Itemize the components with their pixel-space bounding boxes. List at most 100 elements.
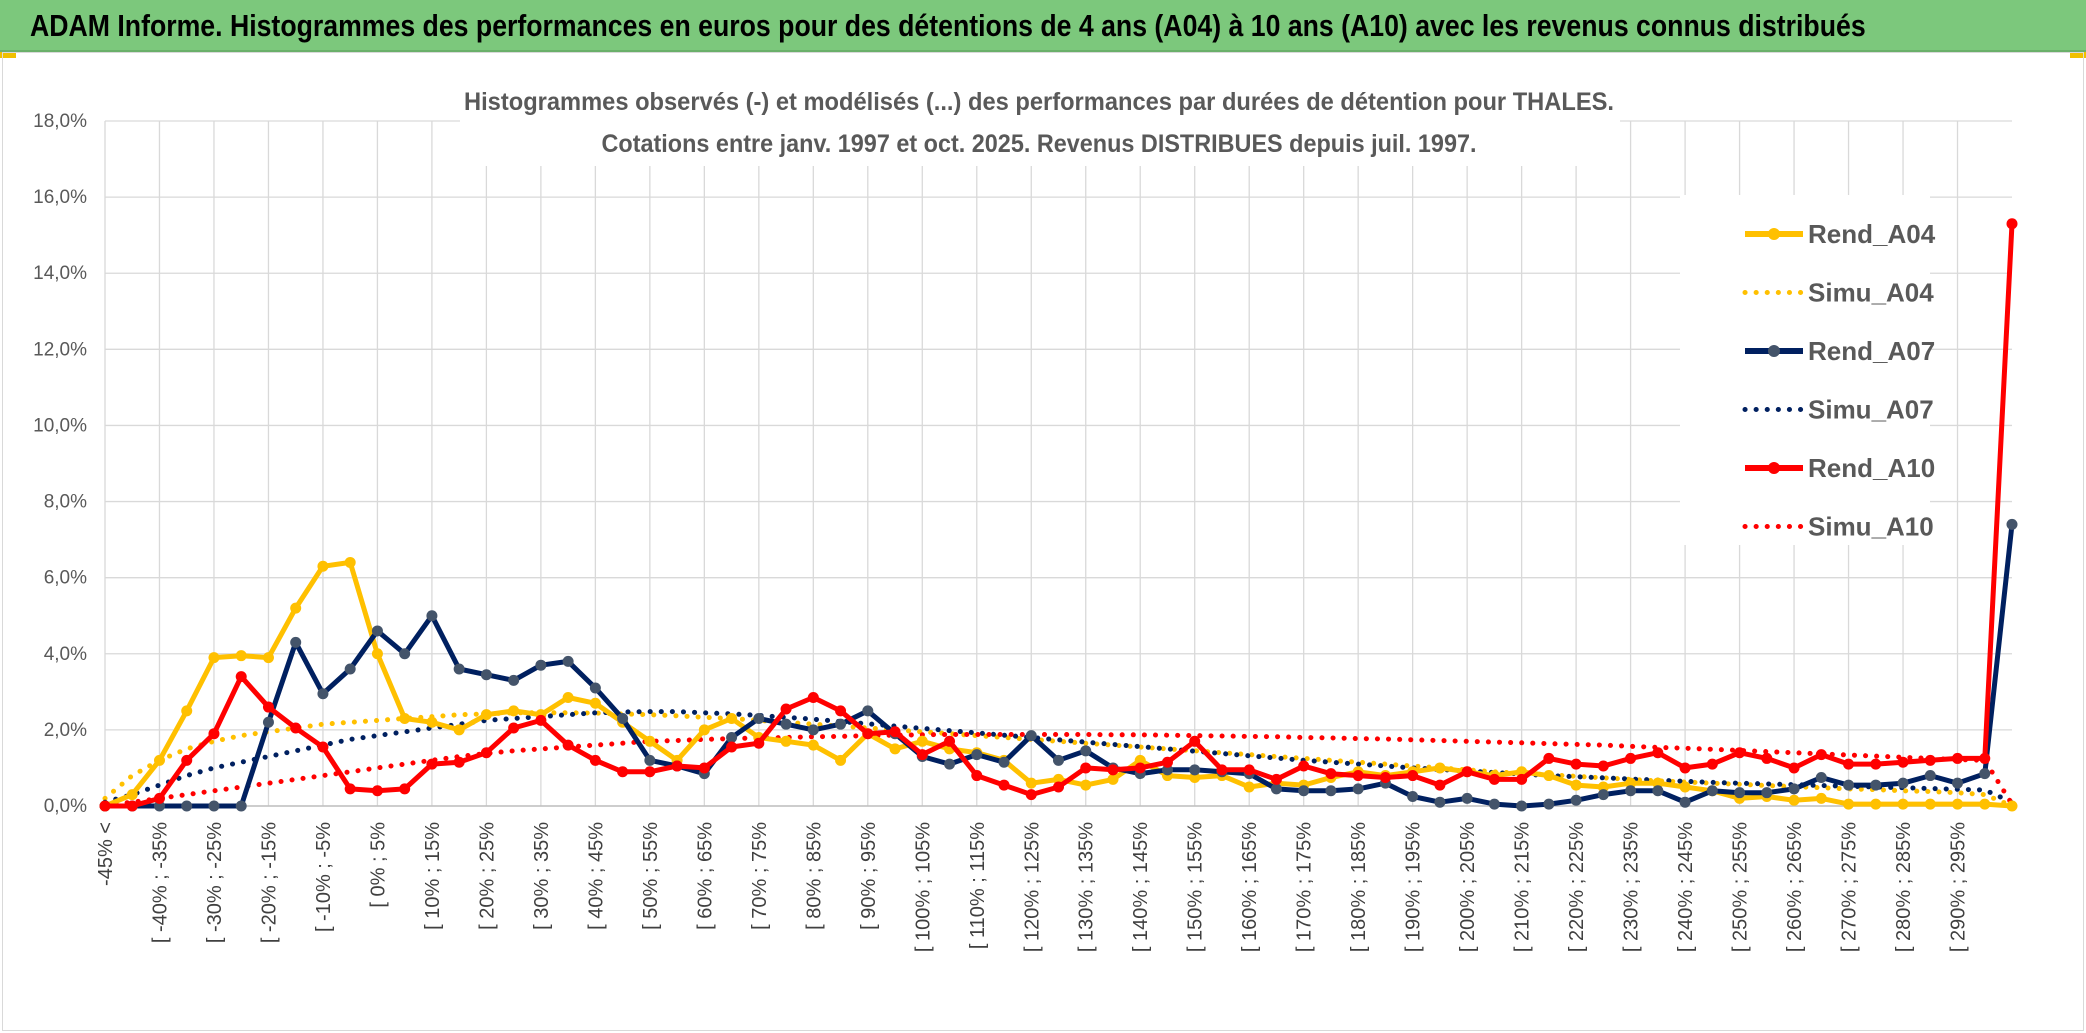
rend-a04-point bbox=[1107, 773, 1119, 785]
rend-a07-point bbox=[807, 724, 819, 736]
rend-a10-point bbox=[835, 705, 847, 717]
rend-a07-point bbox=[1952, 777, 1964, 789]
rend-a10-point bbox=[1053, 781, 1064, 793]
rend-a10-point bbox=[807, 692, 819, 704]
rend-a07-point bbox=[1870, 779, 1882, 791]
simu-a07-line bbox=[102, 709, 2015, 805]
legend[interactable]: Rend_A04 Simu_A04 Rend_A07 Simu_A07 Rend_A10… bbox=[1742, 219, 1936, 542]
rend-a10-point bbox=[589, 754, 601, 766]
legend-item-simu-a07[interactable]: Simu_A07 bbox=[1742, 395, 1934, 425]
x-tick-label: [ 100% ; 105% bbox=[912, 822, 934, 952]
rend-a04-point bbox=[317, 560, 329, 572]
x-tick-label: [ 250% ; 255% bbox=[1730, 822, 1752, 952]
x-tick-label: [ 70% ; 75% bbox=[749, 822, 771, 930]
x-tick-label: [ 20% ; 25% bbox=[476, 822, 498, 930]
x-tick-label: [ 50% ; 55% bbox=[640, 822, 662, 930]
x-tick-label: [ 200% ; 205% bbox=[1457, 822, 1479, 952]
x-tick-label: [ 130% ; 135% bbox=[1076, 822, 1098, 952]
rend-a10-point bbox=[1488, 773, 1500, 785]
x-axis: -45% < [ -40% ; -35% [ -30% ; -25% [ -20% ;… bbox=[95, 822, 1970, 952]
chart-title: Histogrammes observés (-) et modélisés (… bbox=[464, 88, 1614, 116]
rend-a04-point bbox=[181, 705, 193, 717]
rend-a10-point bbox=[208, 728, 220, 740]
x-tick-label: [ -40% ; -35% bbox=[149, 822, 171, 943]
chart-title-background bbox=[460, 80, 1620, 166]
y-tick-label: 2,0% bbox=[44, 720, 87, 741]
rend-a07-point bbox=[753, 712, 765, 724]
rend-a07-point bbox=[1734, 787, 1746, 799]
rend-a04-point bbox=[1979, 798, 1991, 810]
legend-item-rend-a10[interactable]: Rend_A10 bbox=[1745, 453, 1935, 483]
rend-a10-point bbox=[1107, 764, 1119, 776]
rend-a10-point bbox=[1597, 760, 1609, 772]
rend-a04-point bbox=[1134, 754, 1146, 766]
rend-a10-point bbox=[1407, 770, 1419, 782]
grid bbox=[104, 120, 2012, 807]
rend-a04-point bbox=[1652, 777, 1664, 789]
rend-a10-point bbox=[1379, 771, 1391, 783]
legend-item-rend-a07[interactable]: Rend_A07 bbox=[1745, 336, 1935, 366]
rend-a10-point bbox=[2006, 218, 2018, 230]
rend-a10-point bbox=[753, 737, 765, 749]
rend-a10-point bbox=[562, 739, 574, 751]
legend-item-rend-a04[interactable]: Rend_A04 bbox=[1745, 219, 1936, 249]
rend-a07-point bbox=[644, 754, 656, 766]
rend-a07-point bbox=[508, 674, 520, 686]
rend-a07-point bbox=[426, 610, 438, 622]
rend-a07-point bbox=[344, 663, 356, 675]
x-tick-label: [ -20% ; -15% bbox=[258, 822, 280, 943]
x-tick-label: [ 240% ; 245% bbox=[1675, 822, 1697, 952]
rend-a07-point bbox=[1761, 787, 1773, 799]
y-tick-label: 0,0% bbox=[44, 796, 87, 817]
rend-a07-point bbox=[480, 669, 492, 681]
x-tick-label: [ -30% ; -25% bbox=[204, 822, 226, 943]
rend-a07-point bbox=[617, 712, 629, 724]
rend-a10-point bbox=[780, 703, 792, 715]
rend-a04-point bbox=[399, 712, 411, 724]
rend-a07-point bbox=[1543, 798, 1555, 810]
x-tick-label: [ 160% ; 165% bbox=[1239, 822, 1261, 952]
rend-a10-point bbox=[317, 741, 329, 753]
legend-label: Simu_A07 bbox=[1808, 395, 1934, 425]
rend-a10-point bbox=[1134, 762, 1146, 774]
legend-item-simu-a04[interactable]: Simu_A04 bbox=[1742, 278, 1934, 308]
rend-a10-point bbox=[426, 758, 438, 770]
legend-background bbox=[1680, 195, 1930, 545]
rend-a10-point bbox=[1461, 766, 1473, 778]
y-tick-label: 12,0% bbox=[33, 339, 87, 360]
rend-a04-point bbox=[807, 739, 819, 751]
legend-item-simu-a10[interactable]: Simu_A10 bbox=[1742, 512, 1934, 542]
rend-a07-point bbox=[1597, 789, 1609, 801]
rend-a10-point bbox=[99, 800, 111, 812]
rend-a04-point bbox=[126, 789, 138, 801]
rend-a07-point bbox=[535, 659, 547, 671]
rend-a07-point bbox=[1625, 785, 1637, 797]
rend-a10-point bbox=[153, 792, 165, 804]
rend-a10-point bbox=[998, 779, 1010, 791]
rend-a04-point bbox=[1870, 798, 1882, 810]
legend-label: Rend_A04 bbox=[1808, 219, 1936, 249]
rend-a04-point bbox=[889, 743, 901, 755]
rend-a07-point bbox=[1706, 785, 1718, 797]
rend-a07-point bbox=[153, 800, 165, 812]
rend-a04-line bbox=[104, 559, 2013, 809]
rend-a04-point bbox=[453, 724, 465, 736]
rend-a07-point bbox=[1488, 798, 1500, 810]
rend-a04-point bbox=[208, 652, 220, 664]
rend-a10-point bbox=[1952, 752, 1964, 764]
rend-a07-point bbox=[780, 718, 792, 730]
rend-a10-point bbox=[1652, 747, 1664, 759]
legend-label: Simu_A04 bbox=[1808, 278, 1934, 308]
rend-a10-point bbox=[1543, 752, 1555, 764]
rend-a10-point bbox=[535, 714, 547, 726]
rend-a07-point bbox=[589, 682, 601, 694]
rend-a07-point bbox=[1407, 790, 1419, 802]
rend-a10-point bbox=[181, 754, 193, 766]
rend-a10-point bbox=[644, 766, 656, 778]
rend-a07-point bbox=[262, 716, 274, 728]
rend-a04-point bbox=[726, 712, 738, 724]
rend-a10-point bbox=[1625, 752, 1637, 764]
x-tick-label: [ 110% ; 115% bbox=[967, 822, 989, 949]
x-tick-label: [ 180% ; 185% bbox=[1348, 822, 1370, 952]
corner-marker bbox=[2070, 52, 2086, 58]
